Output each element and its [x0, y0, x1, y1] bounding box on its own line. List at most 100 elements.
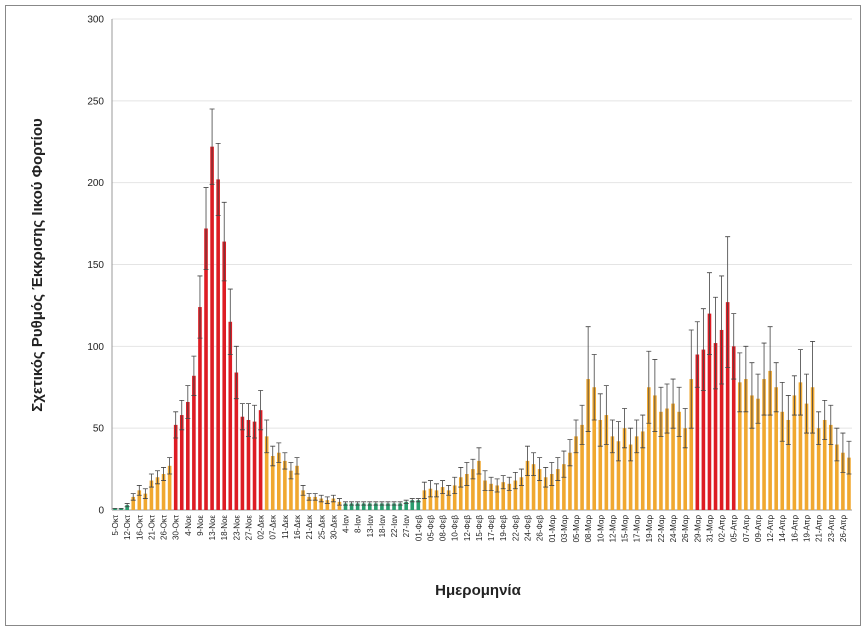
- error-bar: [124, 503, 130, 508]
- x-tick-label: 02-Δεκ: [257, 514, 266, 539]
- x-tick-label: 24-Μαρ: [669, 515, 678, 543]
- error-bar: [373, 501, 379, 506]
- error-bar: [276, 442, 282, 463]
- bar: [349, 503, 354, 510]
- error-bar: [615, 421, 621, 462]
- bar: [277, 452, 281, 510]
- error-bar: [804, 373, 810, 434]
- error-bar: [464, 462, 470, 486]
- error-bar: [609, 419, 615, 454]
- bar: [610, 436, 615, 510]
- x-tick-label: 05-Φεβ: [426, 515, 435, 542]
- bar: [137, 490, 142, 510]
- x-tick-label: 15-Μαρ: [621, 515, 630, 543]
- x-tick-label: 23-Απρ: [827, 515, 836, 542]
- error-bar: [791, 375, 797, 416]
- error-bar: [312, 493, 318, 501]
- y-axis-title: Σχετικός Ρυθμός Έκκρισης Ιικού Φορτίου: [29, 118, 46, 412]
- bar: [149, 480, 154, 510]
- x-tick-label: 16-Δεκ: [293, 514, 302, 539]
- bar: [677, 411, 681, 510]
- x-tick-label: 26-Οκτ: [160, 514, 169, 540]
- x-tick-label: 12-Φεβ: [463, 515, 472, 542]
- bar: [495, 485, 499, 510]
- bar: [125, 505, 129, 510]
- x-tick-label: 24-Φεβ: [523, 515, 532, 542]
- x-tick-label: 17-Μαρ: [633, 515, 642, 543]
- x-tick-label: 30-Δεκ: [329, 514, 338, 539]
- error-bar: [537, 457, 543, 481]
- bar: [270, 455, 275, 510]
- error-bar: [846, 440, 852, 475]
- bar: [258, 410, 263, 510]
- x-tick-label: 09-Απρ: [754, 515, 763, 542]
- x-tick-label: 18-Ιαν: [378, 515, 387, 537]
- bar: [374, 503, 378, 510]
- bar: [204, 228, 208, 510]
- bar: [458, 477, 463, 510]
- error-bar: [349, 501, 355, 506]
- x-tick-label: 23-Νοε: [232, 515, 241, 541]
- x-tick-label: 8-Ιαν: [354, 515, 363, 533]
- error-bar: [518, 468, 524, 486]
- bar: [841, 452, 845, 510]
- error-bar: [597, 393, 603, 447]
- error-bar: [567, 439, 573, 467]
- error-bar: [161, 467, 167, 481]
- error-bar: [543, 467, 549, 488]
- bar: [410, 500, 415, 510]
- error-bar: [797, 349, 803, 416]
- bar: [810, 387, 815, 510]
- error-bar: [397, 501, 403, 506]
- error-bar: [725, 236, 731, 369]
- bar: [155, 477, 160, 510]
- error-bar: [191, 355, 197, 396]
- bar: [434, 490, 439, 510]
- bar: [367, 503, 372, 510]
- bar: [161, 473, 166, 510]
- bar: [762, 379, 766, 510]
- error-bar: [591, 354, 597, 421]
- bar: [192, 375, 196, 510]
- error-bar: [579, 404, 585, 445]
- bar: [246, 419, 251, 510]
- x-tick-label: 21-Οκτ: [147, 514, 156, 540]
- x-tick-label: 27-Νοε: [244, 515, 253, 541]
- y-tick-label: 300: [87, 15, 104, 26]
- x-tick-label: 05-Απρ: [730, 515, 739, 542]
- bar: [289, 470, 293, 510]
- error-bar: [233, 345, 239, 400]
- error-bar: [737, 352, 743, 413]
- error-bar: [179, 399, 185, 431]
- bar: [816, 428, 821, 510]
- frame: [5, 5, 861, 626]
- error-bar: [142, 488, 148, 499]
- y-tick-label: 100: [87, 342, 104, 353]
- error-bar: [421, 481, 427, 499]
- error-bar: [306, 493, 312, 501]
- bar: [780, 411, 785, 510]
- bar: [210, 146, 214, 510]
- bar: [507, 483, 512, 510]
- error-bar: [761, 342, 767, 416]
- x-tick-label: 10-Μαρ: [596, 515, 605, 543]
- error-bar: [355, 501, 361, 506]
- bar: [398, 503, 402, 510]
- bar: [422, 490, 427, 510]
- x-tick-label: 08-Μαρ: [584, 515, 593, 543]
- error-bar: [385, 501, 391, 506]
- bar: [683, 428, 687, 510]
- x-tick-label: 08-Φεβ: [439, 515, 448, 542]
- bar: [568, 452, 572, 510]
- y-tick-label: 50: [93, 424, 105, 435]
- error-bar: [494, 478, 500, 493]
- x-tick-label: 03-Μαρ: [560, 515, 569, 543]
- bar: [325, 500, 330, 510]
- error-bar: [828, 404, 834, 445]
- x-tick-label: 15-Φεβ: [475, 515, 484, 542]
- error-bar: [270, 445, 276, 467]
- bar: [774, 387, 778, 510]
- bar: [228, 321, 233, 510]
- error-bar: [403, 499, 409, 504]
- bar: [628, 444, 633, 510]
